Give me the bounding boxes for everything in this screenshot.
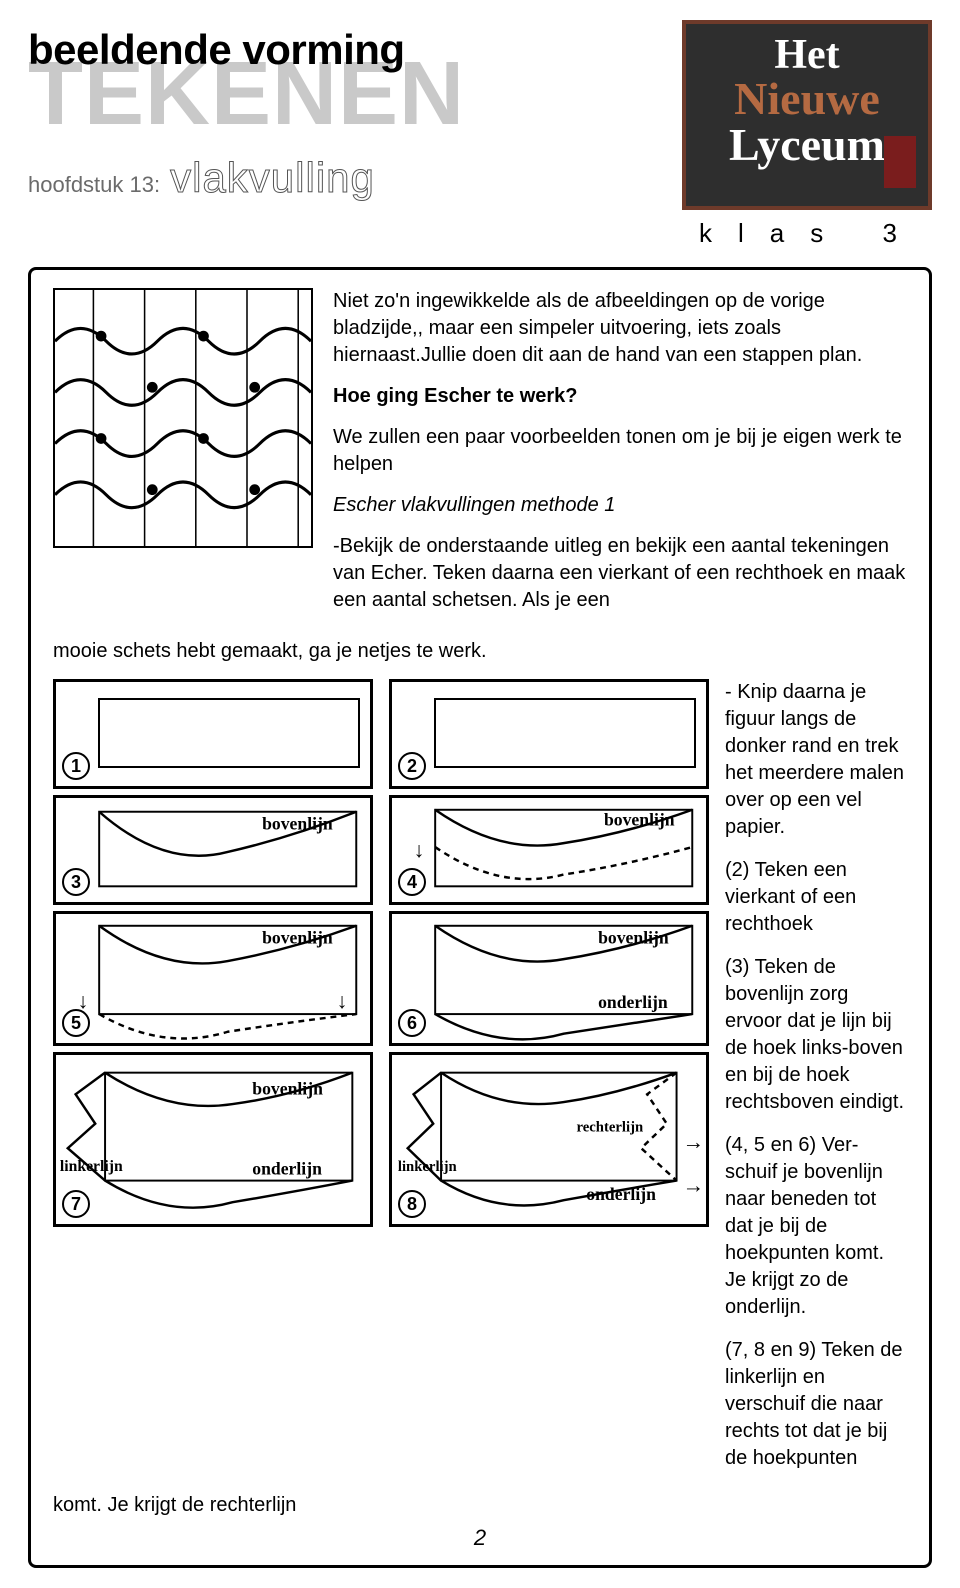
label-onderlijn: onderlijn [586,1184,656,1204]
step3-svg: bovenlijn [56,798,370,906]
diagram-column-left: 1 3 bovenlijn 5 bovenlijn ↓ [53,679,373,1233]
intro-method: Escher vlakvullingen methode 1 [333,492,907,519]
intro-p3a: -Bekijk de onderstaande uitleg en bekijk… [333,533,907,614]
content-frame: Niet zo'n ingewikkelde als de afbeelding… [28,267,932,1568]
step1-rectangle [98,698,360,768]
diagram-cell-4: 4 bovenlijn ↓ [389,795,709,905]
right-arrow-icon: → [682,1129,704,1154]
cell-number: 7 [62,1190,90,1218]
down-arrow-icon: ↓ [414,837,425,862]
cell-number: 8 [398,1190,426,1218]
cell-number: 6 [398,1009,426,1037]
cell-number: 1 [62,752,90,780]
cell-number: 4 [398,868,426,896]
label-rechterlijn: rechterlijn [576,1120,643,1136]
side-p5: (7, 8 en 9) Teken de linkerlijn en versc… [725,1337,907,1472]
diagram-column-right: 2 4 bovenlijn ↓ 6 bove [389,679,709,1233]
label-linkerlijn: linkerlijn [60,1158,123,1175]
step5-svg: bovenlijn ↓ ↓ [56,914,370,1046]
header-left: TEKENEN beeldende vorming hoofdstuk 13: … [28,20,405,202]
chapter-prefix: hoofdstuk 13: [28,172,160,198]
page-number: 2 [53,1525,907,1551]
logo-line-1: Het [696,34,918,76]
side-p1: - Knip daarna je figuur langs de donker … [725,679,907,841]
label-onderlijn: onderlijn [252,1159,322,1179]
diagram-cell-6: 6 bovenlijn onderlijn [389,911,709,1046]
diagram-section: 1 3 bovenlijn 5 bovenlijn ↓ [53,679,907,1488]
step6-svg: bovenlijn onderlijn [392,914,706,1046]
side-p3: (3) Teken de bovenlijn zorg ervoor dat j… [725,954,907,1116]
intro-p1: Niet zo'n ingewikkelde als de afbeelding… [333,288,907,369]
label-bovenlijn: bovenlijn [262,927,333,947]
intro-p3b: mooie schets hebt gemaakt, ga je netjes … [53,638,907,665]
chapter-word: vlakvulling [170,154,375,202]
step2-rectangle [434,698,696,768]
diagram-cell-3: 3 bovenlijn [53,795,373,905]
diagram-cell-5: 5 bovenlijn ↓ ↓ [53,911,373,1046]
intro-section: Niet zo'n ingewikkelde als de afbeelding… [53,288,907,628]
logo-block: Het Nieuwe Lyceum klas 3 [682,20,932,249]
label-onderlijn: onderlijn [598,992,668,1012]
page-header: TEKENEN beeldende vorming hoofdstuk 13: … [28,20,932,249]
label-bovenlijn: bovenlijn [262,813,333,833]
class-label: klas 3 [682,218,932,249]
cell-number: 3 [62,868,90,896]
diagram-cell-2: 2 [389,679,709,789]
down-arrow-icon: ↓ [337,988,348,1013]
foreground-title: beeldende vorming [28,26,405,74]
step7-svg: bovenlijn onderlijn linkerlijn [56,1055,370,1227]
logo-red-accent [884,136,916,188]
bottom-continuation: komt. Je krijgt de rechterlijn [53,1492,907,1519]
cell-number: 2 [398,752,426,780]
step4-svg: bovenlijn ↓ [392,798,706,906]
side-p2: (2) Teken een vierkant of een rechthoek [725,857,907,938]
step8-svg: linkerlijn rechterlijn onderlijn → → [392,1055,706,1227]
escher-tessellation-thumbnail [53,288,313,548]
right-arrow-icon: → [682,1172,704,1197]
label-bovenlijn: bovenlijn [604,809,675,829]
intro-text: Niet zo'n ingewikkelde als de afbeelding… [333,288,907,628]
intro-p2: We zullen een paar voorbeelden tonen om … [333,424,907,478]
cell-number: 5 [62,1009,90,1037]
label-bovenlijn: bovenlijn [252,1078,323,1098]
side-p4: (4, 5 en 6) Ver-schuif je bovenlijn naar… [725,1132,907,1321]
logo-line-2: Nieuwe [696,76,918,122]
intro-question: Hoe ging Escher te werk? [333,383,907,410]
diagram-cell-7: 7 bovenlijn onderlijn linkerlijn [53,1052,373,1227]
side-instructions: - Knip daarna je figuur langs de donker … [725,679,907,1488]
school-logo: Het Nieuwe Lyceum [682,20,932,210]
diagram-cell-8: 8 linkerlijn rechterlijn onderlijn → → [389,1052,709,1227]
diagram-cell-1: 1 [53,679,373,789]
label-bovenlijn: bovenlijn [598,927,669,947]
chapter-line: hoofdstuk 13: vlakvulling [28,154,405,202]
label-linkerlijn: linkerlijn [398,1159,457,1175]
